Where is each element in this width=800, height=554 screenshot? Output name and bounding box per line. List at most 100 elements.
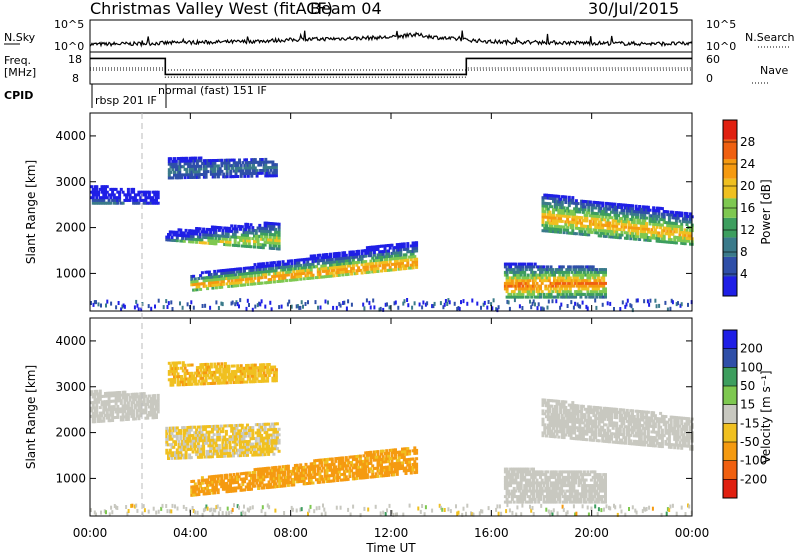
scatter-cell: [224, 451, 228, 455]
scatter-cell: [111, 193, 115, 197]
scatter-cell: [236, 175, 240, 178]
scatter-cell: [203, 433, 207, 437]
scatter-cell: [318, 273, 322, 276]
scatter-cell: [192, 175, 196, 179]
scatter-cell: [250, 172, 254, 175]
scatter-cell: [126, 401, 130, 405]
scatter-cell: [213, 161, 217, 165]
scatter-cell: [286, 481, 290, 485]
scatter-cell: [581, 276, 585, 280]
scatter-cell: [358, 454, 362, 458]
scatter-cell: [116, 399, 120, 403]
scatter-cell: [353, 471, 357, 475]
scatter-cell: [225, 476, 229, 480]
scatter-cell: [413, 257, 417, 261]
scatter-cell: [572, 265, 576, 269]
scatter-cell: [397, 305, 400, 310]
scatter-cell: [227, 166, 231, 170]
scatter-cell: [336, 257, 340, 261]
scatter-cell: [246, 471, 250, 475]
scatter-cell: [262, 467, 266, 471]
scatter-cell: [114, 399, 118, 403]
scatter-cell: [236, 478, 239, 482]
scatter-cell: [173, 361, 176, 365]
scatter-cell: [542, 292, 546, 296]
scatter-cell: [653, 209, 657, 213]
scatter-cell: [247, 231, 251, 235]
scatter-cell: [364, 459, 368, 463]
scatter-cell: [629, 234, 633, 238]
scatter-cell: [199, 173, 203, 176]
scatter-cell: [539, 268, 542, 272]
scatter-cell: [202, 428, 206, 432]
scatter-cell: [109, 419, 113, 423]
scatter-cell: [355, 474, 359, 478]
scatter-cell: [246, 225, 249, 229]
scatter-cell: [225, 375, 229, 379]
scatter-cell: [603, 229, 606, 233]
scatter-cell: [260, 235, 264, 238]
scatter-cell: [367, 248, 371, 252]
scatter-cell: [167, 457, 170, 460]
scatter-cell: [212, 228, 216, 232]
scatter-cell: [315, 256, 318, 260]
scatter-cell: [365, 268, 369, 272]
scatter-cell: [546, 196, 550, 200]
scatter-cell: [149, 399, 153, 403]
scatter-cell: [639, 221, 643, 225]
scatter-cell: [178, 157, 182, 160]
scatter-cell: [239, 364, 243, 368]
scatter-cell: [213, 269, 217, 273]
scatter-cell: [306, 482, 310, 485]
scatter-cell: [309, 262, 313, 266]
scatter-cell: [411, 249, 415, 253]
scatter-cell: [636, 298, 639, 303]
scatter-cell: [323, 253, 327, 257]
scatter-cell: [206, 365, 210, 369]
scatter-cell: [253, 468, 257, 472]
scatter-cell: [181, 363, 185, 367]
scatter-cell: [264, 163, 268, 167]
scatter-cell: [599, 223, 603, 227]
scatter-cell: [519, 273, 523, 277]
scatter-cell: [550, 227, 554, 231]
scatter-cell: [232, 161, 236, 165]
scatter-cell: [264, 160, 268, 164]
scatter-cell: [598, 279, 602, 283]
scatter-cell: [240, 426, 244, 430]
scatter-cell: [121, 407, 125, 411]
scatter-cell: [270, 441, 274, 445]
scatter-cell: [102, 411, 106, 415]
scatter-cell: [251, 479, 255, 483]
scatter-cell: [243, 269, 246, 273]
scatter-cell: [521, 279, 525, 283]
scatter-cell: [175, 437, 179, 441]
scatter-cell: [192, 283, 196, 287]
scatter-cell: [634, 215, 638, 219]
scatter-cell: [230, 435, 234, 439]
scatter-cell: [183, 374, 187, 378]
scatter-cell: [253, 276, 257, 280]
scatter-cell: [532, 276, 535, 280]
scatter-cell: [202, 279, 206, 283]
scatter-cell: [204, 164, 208, 168]
scatter-cell: [200, 478, 204, 482]
scatter-cell: [381, 474, 385, 478]
scatter-cell: [316, 458, 320, 462]
scatter-cell: [271, 275, 275, 279]
scatter-cell: [687, 302, 689, 307]
scatter-cell: [360, 255, 364, 258]
scatter-cell: [192, 374, 196, 378]
scatter-cell: [220, 485, 224, 489]
scatter-cell: [118, 196, 122, 200]
scatter-cell: [239, 372, 243, 376]
scatter-cell: [271, 166, 275, 169]
scatter-cell: [577, 279, 581, 283]
scatter-cell: [571, 209, 575, 213]
scatter-cell: [618, 211, 622, 215]
scatter-cell: [121, 393, 125, 397]
scatter-cell: [579, 284, 583, 288]
scatter-cell: [246, 266, 250, 270]
scatter-cell: [170, 456, 174, 460]
scatter-cell: [290, 469, 294, 473]
